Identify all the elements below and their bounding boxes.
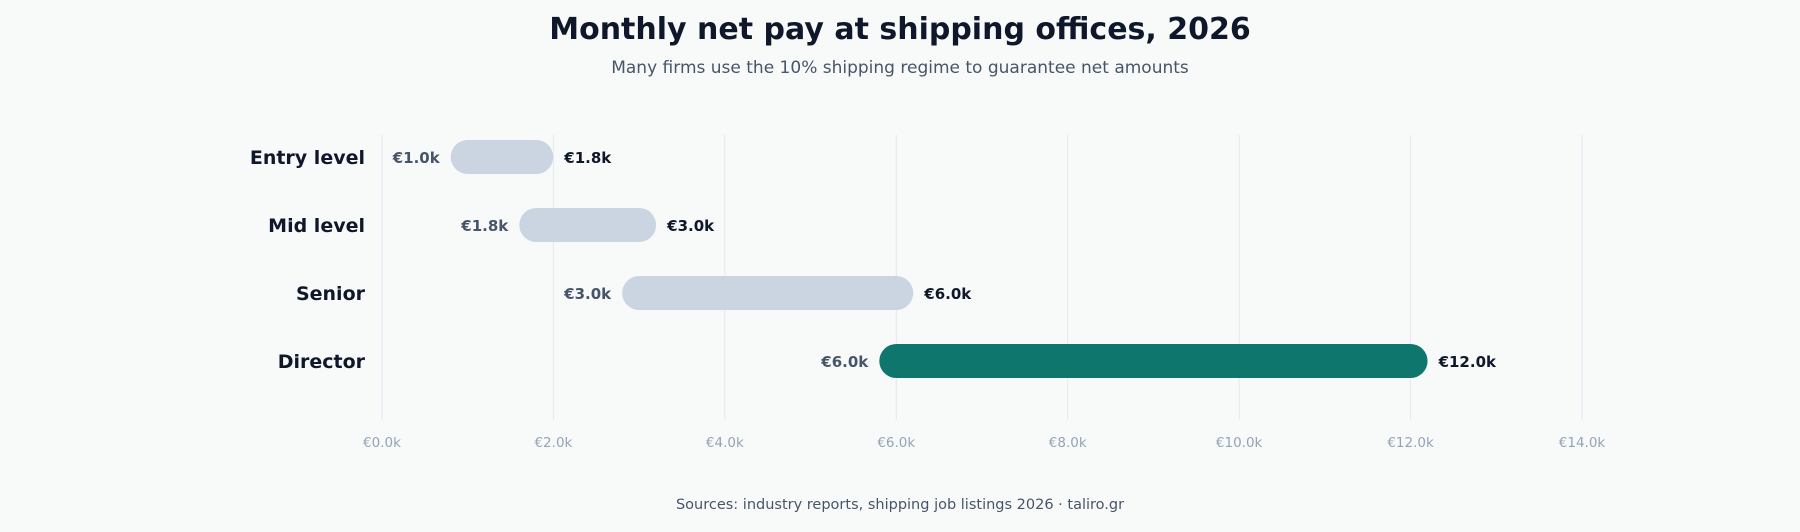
x-tick-label: €4.0k [706,435,744,451]
range-bar [622,276,914,310]
high-value-label: €1.8k [563,149,612,167]
chart-title: Monthly net pay at shipping offices, 202… [549,12,1251,47]
range-bar [519,208,657,242]
category-label: Entry level [250,147,365,169]
category-label: Senior [296,283,366,305]
bars [450,140,1428,378]
x-tick-label: €6.0k [877,435,915,451]
low-value-label: €1.0k [392,149,441,167]
x-tick-label: €12.0k [1387,435,1434,451]
high-value-label: €12.0k [1438,353,1497,371]
x-tick-label: €14.0k [1559,435,1606,451]
chart-source: Sources: industry reports, shipping job … [675,497,1125,513]
range-bar [879,344,1428,378]
x-tick-label: €8.0k [1049,435,1087,451]
x-tick-label: €2.0k [534,435,572,451]
labels: Entry level €1.0k €1.8k Mid level €1.8k €3.0k… [250,147,1497,373]
x-tick-label: €10.0k [1216,435,1263,451]
low-value-label: €1.8k [460,217,509,235]
low-value-label: €3.0k [563,285,612,303]
category-label: Director [278,351,366,373]
x-tick-label: €0.0k [363,435,401,451]
low-value-label: €6.0k [820,353,869,371]
range-bar [450,140,554,174]
x-axis-ticks: €0.0k €2.0k €4.0k €6.0k €8.0k €10.0k €12.0k €14… [363,435,1605,451]
high-value-label: €6.0k [923,285,972,303]
category-label: Mid level [268,215,365,237]
chart-subtitle: Many firms use the 10% shipping regime t… [611,58,1189,78]
high-value-label: €3.0k [666,217,715,235]
